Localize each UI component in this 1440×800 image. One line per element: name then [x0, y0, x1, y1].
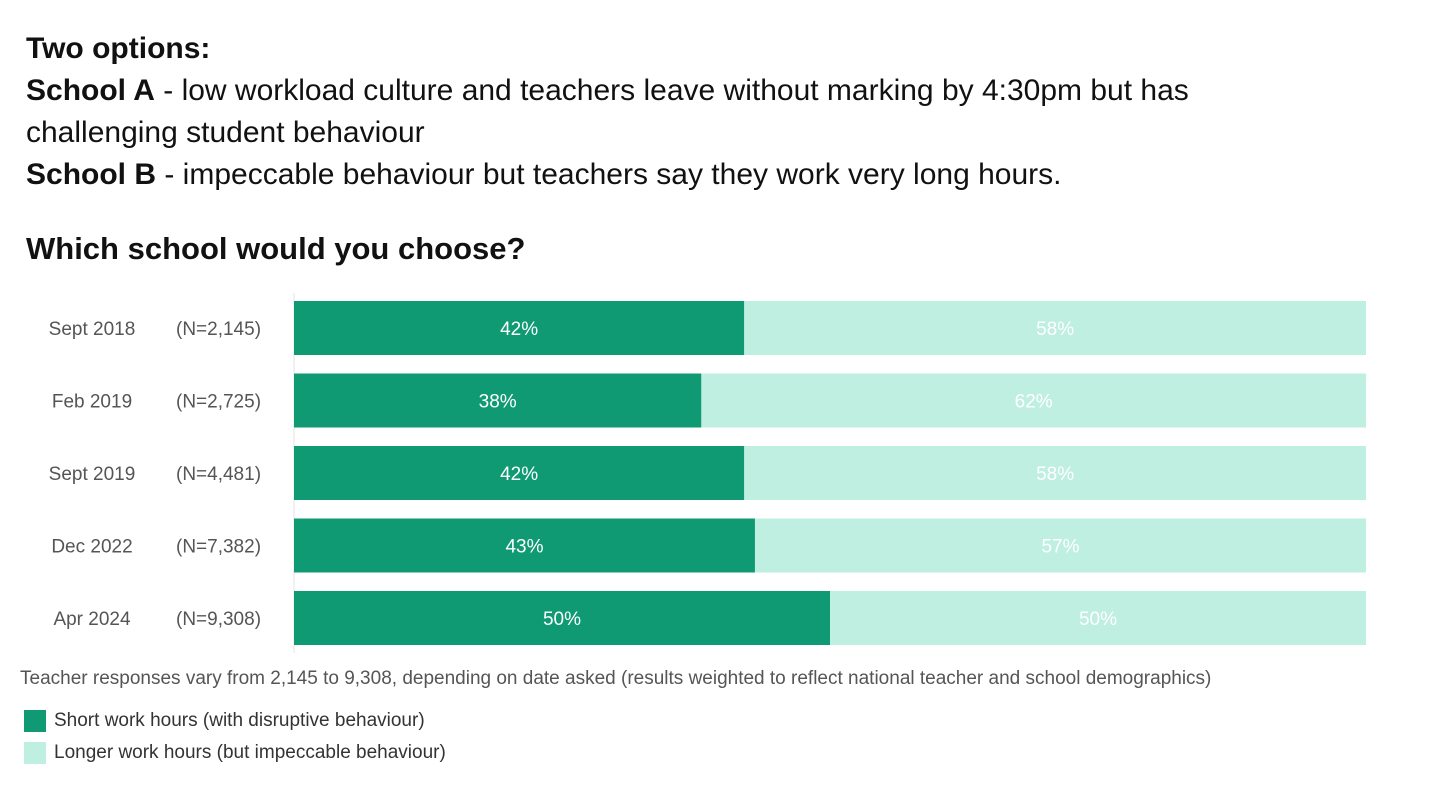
bar-short-hours: [294, 446, 745, 500]
option-a-text-continued: challenging student behaviour: [26, 116, 425, 149]
option-a-text: - low workload culture and teachers leav…: [154, 74, 1189, 107]
option-a-label: School A: [26, 74, 155, 107]
data-label-longer-hours: 50%: [1079, 609, 1117, 630]
option-b-text: - impeccable behaviour but teachers say …: [156, 158, 1062, 191]
sample-size-label: (N=2,725): [176, 392, 261, 413]
data-label-short-hours: 38%: [479, 392, 517, 413]
bar-longer-hours: [744, 446, 1366, 500]
option-b-line: School B - impeccable behaviour but teac…: [26, 154, 1406, 196]
legend-swatch-short-hours: [24, 710, 46, 732]
category-label: Dec 2022: [51, 537, 132, 558]
bar-longer-hours: [754, 518, 1366, 573]
bar-longer-hours: [830, 591, 1366, 645]
chart-legend: Short work hours (with disruptive behavi…: [24, 710, 446, 774]
bar-longer-hours: [744, 301, 1366, 355]
intro-heading: Two options:: [26, 32, 211, 65]
option-b-label: School B: [26, 158, 157, 191]
sample-size-label: (N=7,382): [176, 537, 261, 558]
intro-text: Two options: School A - low workload cul…: [26, 28, 1406, 196]
sample-size-label: (N=4,481): [176, 464, 261, 485]
bar-short-hours: [294, 301, 745, 355]
data-label-longer-hours: 62%: [1015, 392, 1053, 413]
category-label: Sept 2019: [49, 464, 136, 485]
legend-item-longer-hours: Longer work hours (but impeccable behavi…: [24, 742, 446, 764]
data-label-short-hours: 42%: [500, 464, 538, 485]
data-label-short-hours: 50%: [543, 609, 581, 630]
bar-short-hours: [294, 373, 702, 428]
data-label-longer-hours: 57%: [1041, 537, 1079, 558]
data-label-short-hours: 43%: [505, 537, 543, 558]
bar-short-hours: [294, 518, 755, 573]
legend-item-short-hours: Short work hours (with disruptive behavi…: [24, 710, 446, 732]
category-label: Feb 2019: [52, 392, 132, 413]
legend-label-longer-hours: Longer work hours (but impeccable behavi…: [54, 742, 446, 763]
data-label-longer-hours: 58%: [1036, 319, 1074, 340]
chart-question: Which school would you choose?: [26, 231, 526, 266]
stacked-bar-chart: Sept 2018 (N=2,145) 42% 58% Feb 2019 (N=2,725…: [49, 293, 1366, 653]
sample-size-label: (N=9,308): [176, 609, 261, 630]
data-label-short-hours: 42%: [500, 319, 538, 340]
sample-size-label: (N=2,145): [176, 319, 261, 340]
category-label: Sept 2018: [49, 319, 136, 340]
legend-swatch-longer-hours: [24, 742, 46, 764]
bar-short-hours: [294, 591, 830, 645]
option-a-line: School A - low workload culture and teac…: [26, 70, 1406, 112]
legend-label-short-hours: Short work hours (with disruptive behavi…: [54, 710, 425, 731]
data-label-longer-hours: 58%: [1036, 464, 1074, 485]
bar-longer-hours: [701, 373, 1366, 428]
category-label: Apr 2024: [53, 609, 131, 630]
chart-footnote: Teacher responses vary from 2,145 to 9,3…: [20, 668, 1212, 689]
